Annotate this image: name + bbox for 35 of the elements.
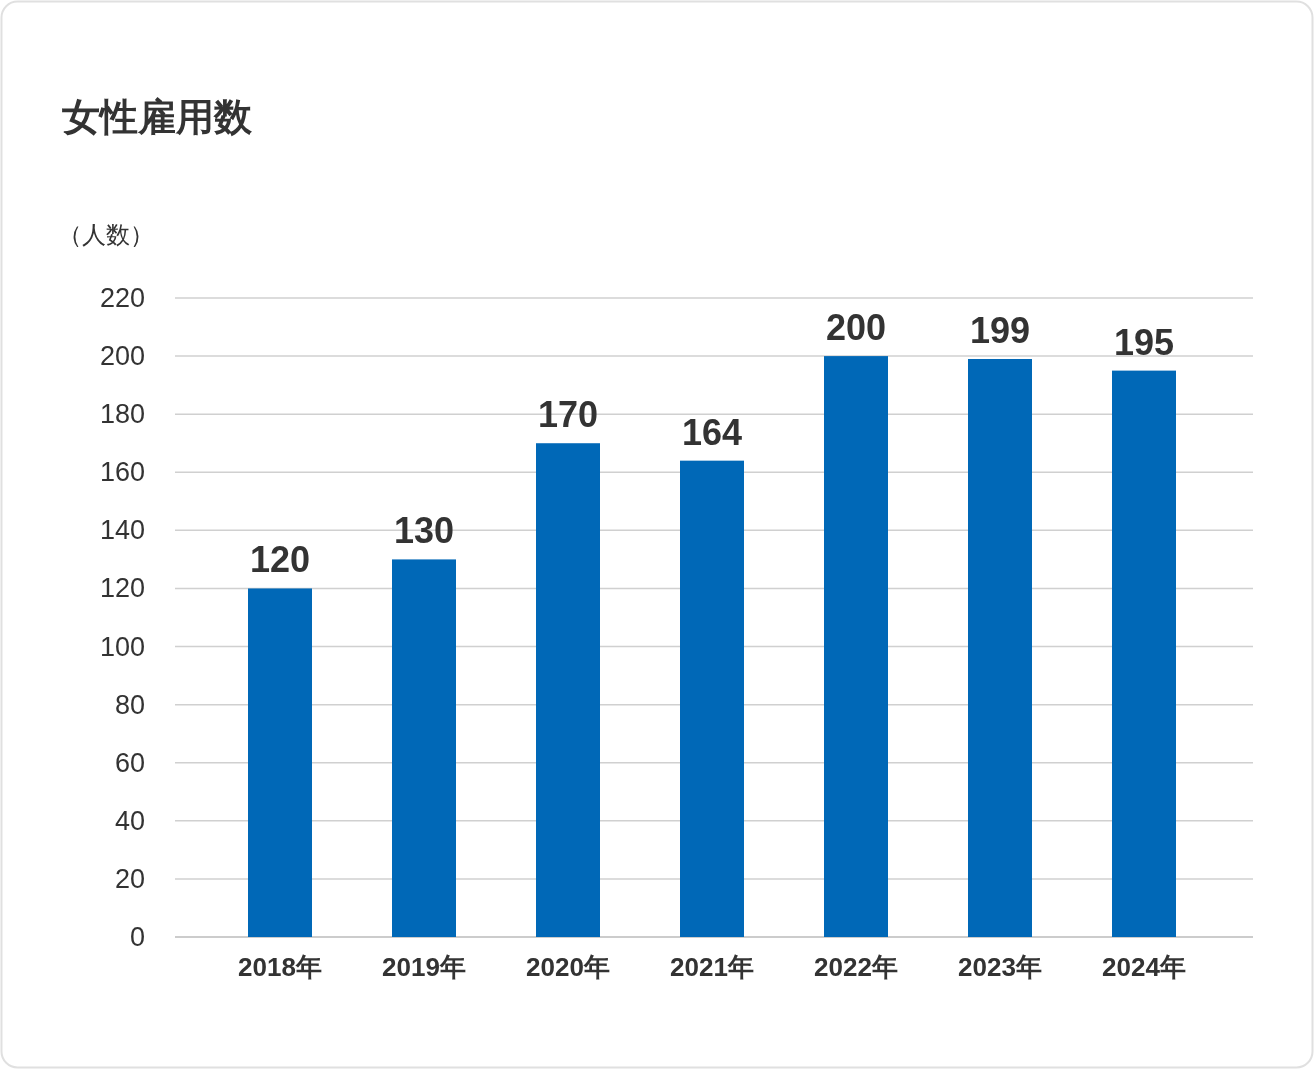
x-tick-label: 2018年 [238, 952, 322, 982]
bar [680, 460, 744, 937]
y-tick-label: 220 [99, 283, 145, 313]
y-tick-label: 160 [99, 457, 145, 488]
y-tick-label: 140 [99, 515, 145, 546]
y-tick-label: 120 [99, 573, 145, 604]
x-tick-label: 2020年 [526, 952, 610, 982]
y-tick-label: 60 [114, 747, 145, 778]
x-tick-label: 2023年 [958, 952, 1042, 982]
data-label: 170 [537, 394, 599, 436]
x-tick-label: 2021年 [670, 952, 754, 982]
bar [536, 443, 600, 937]
y-tick-label: 100 [99, 631, 145, 662]
data-label: 120 [249, 539, 311, 581]
x-tick-label: 2024年 [1102, 952, 1186, 982]
data-label: 130 [393, 510, 455, 552]
data-label: 195 [1113, 321, 1175, 363]
bar [1112, 370, 1176, 937]
data-label: 199 [969, 310, 1031, 351]
y-tick-label: 40 [114, 805, 145, 836]
bar [248, 588, 312, 937]
chart-title: 女性雇用数 [62, 96, 253, 138]
bar [968, 359, 1032, 937]
y-tick-label: 20 [114, 863, 145, 894]
y-tick-label: 180 [99, 399, 145, 430]
y-tick-label: 0 [129, 922, 145, 952]
y-tick-label: 80 [114, 689, 145, 720]
y-axis-title: （人数） [58, 221, 154, 248]
x-tick-label: 2019年 [382, 952, 466, 982]
y-tick-label: 200 [99, 341, 145, 372]
bar [824, 356, 888, 937]
data-label: 200 [825, 307, 887, 349]
bar [392, 559, 456, 937]
x-tick-label: 2022年 [814, 952, 898, 982]
data-label: 164 [681, 411, 743, 453]
